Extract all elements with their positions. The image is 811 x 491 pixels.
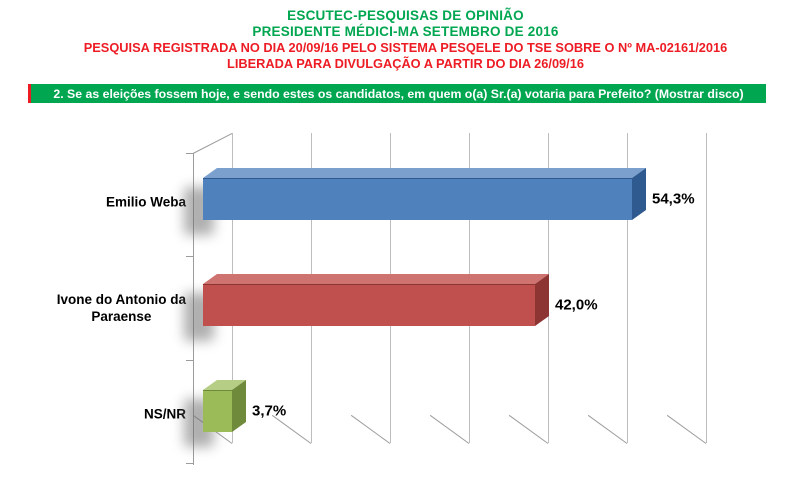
category-label: NS/NR bbox=[143, 406, 186, 422]
bar-group-emilio-weba: Emilio Weba 54,3% bbox=[0, 178, 811, 235]
bar-group-ns-nr: NS/NR 3,7% bbox=[0, 390, 811, 447]
value-label: 54,3% bbox=[652, 190, 695, 208]
value-label: 3,7% bbox=[252, 402, 287, 420]
axis-tick bbox=[186, 463, 193, 464]
bar-top-face bbox=[203, 380, 246, 390]
bar-chart: Emilio Weba 54,3% Ivone do Antonio da Pa… bbox=[0, 115, 811, 491]
bar-ns-nr bbox=[203, 390, 232, 432]
bar-emilio-weba bbox=[203, 178, 632, 220]
wall-top-edge bbox=[192, 132, 233, 154]
axis-tick bbox=[186, 153, 193, 154]
bar-front-face bbox=[203, 178, 632, 220]
axis-tick bbox=[186, 256, 193, 257]
bar-top-face bbox=[203, 168, 646, 178]
release-note: LIBERADA PARA DIVULGAÇÃO A PARTIR DO DIA… bbox=[227, 55, 584, 71]
report-header: ESCUTEC-PESQUISAS DE OPINIÃO PRESIDENTE … bbox=[0, 0, 811, 71]
value-label: 42,0% bbox=[555, 296, 598, 314]
bar-side-face bbox=[632, 168, 646, 220]
bar-group-ivone: Ivone do Antonio da Paraense 42,0% bbox=[0, 284, 811, 341]
gridline bbox=[627, 133, 628, 443]
bar-front-face bbox=[203, 390, 232, 432]
bar-side-face bbox=[232, 380, 246, 432]
bar-ivone bbox=[203, 284, 535, 326]
bar-front-face bbox=[203, 284, 535, 326]
question-text: 2. Se as eleições fossem hoje, e sendo e… bbox=[53, 86, 744, 101]
title-line-1: ESCUTEC-PESQUISAS DE OPINIÃO bbox=[287, 8, 524, 23]
question-banner: 2. Se as eleições fossem hoje, e sendo e… bbox=[28, 84, 766, 103]
registration-note: PESQUISA REGISTRADA NO DIA 20/09/16 PELO… bbox=[83, 40, 728, 55]
gridline bbox=[706, 133, 707, 443]
bar-top-face bbox=[203, 274, 549, 284]
title-line-2: PRESIDENTE MÉDICI-MA SETEMBRO DE 2016 bbox=[252, 24, 559, 39]
bar-side-face bbox=[535, 274, 549, 326]
category-label: Emilio Weba bbox=[105, 194, 186, 210]
axis-tick bbox=[186, 360, 193, 361]
category-label: Ivone do Antonio da Paraense bbox=[56, 292, 186, 324]
